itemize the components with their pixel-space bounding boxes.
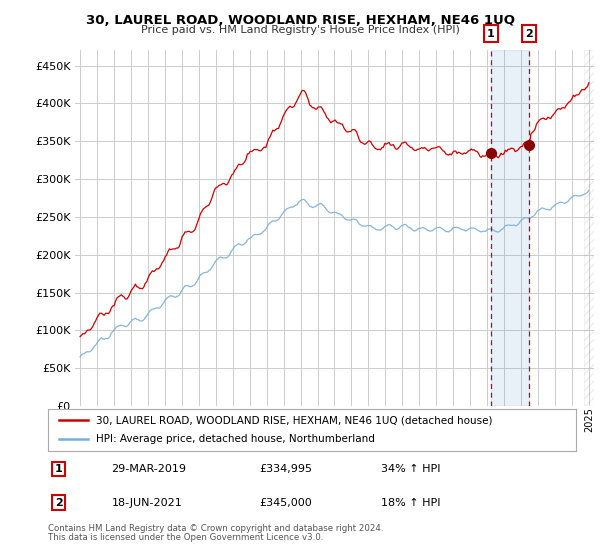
Bar [584, 50, 598, 406]
Bar [491, 50, 529, 406]
Text: Price paid vs. HM Land Registry's House Price Index (HPI): Price paid vs. HM Land Registry's House … [140, 25, 460, 35]
Text: 2: 2 [525, 29, 533, 39]
Text: 30, LAUREL ROAD, WOODLAND RISE, HEXHAM, NE46 1UQ: 30, LAUREL ROAD, WOODLAND RISE, HEXHAM, … [86, 14, 515, 27]
Text: HPI: Average price, detached house, Northumberland: HPI: Average price, detached house, Nort… [95, 435, 374, 445]
Text: 2: 2 [55, 498, 62, 507]
Text: 1: 1 [55, 464, 62, 474]
Text: This data is licensed under the Open Government Licence v3.0.: This data is licensed under the Open Gov… [48, 533, 323, 542]
Text: Contains HM Land Registry data © Crown copyright and database right 2024.: Contains HM Land Registry data © Crown c… [48, 524, 383, 533]
Text: 30, LAUREL ROAD, WOODLAND RISE, HEXHAM, NE46 1UQ (detached house): 30, LAUREL ROAD, WOODLAND RISE, HEXHAM, … [95, 415, 492, 425]
Text: £334,995: £334,995 [259, 464, 312, 474]
Text: 34% ↑ HPI: 34% ↑ HPI [380, 464, 440, 474]
Text: 29-MAR-2019: 29-MAR-2019 [112, 464, 187, 474]
Text: 18-JUN-2021: 18-JUN-2021 [112, 498, 182, 507]
Text: 18% ↑ HPI: 18% ↑ HPI [380, 498, 440, 507]
Text: 1: 1 [487, 29, 495, 39]
Text: £345,000: £345,000 [259, 498, 312, 507]
